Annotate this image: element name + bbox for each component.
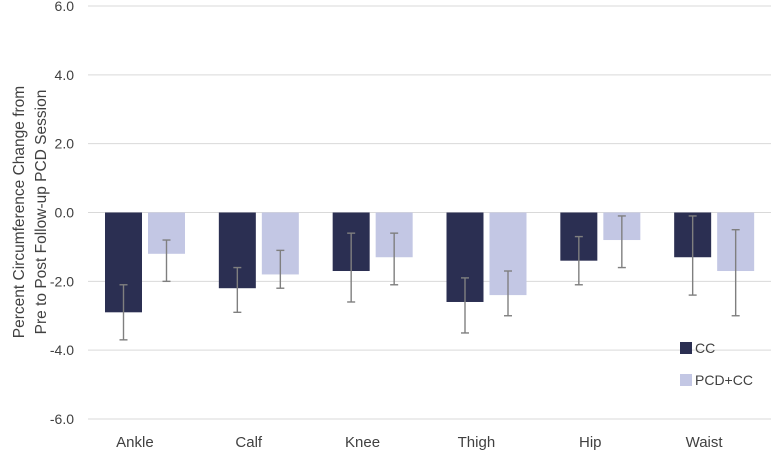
- legend-label: PCD+CC: [695, 372, 753, 388]
- y-tick-label: 4.0: [55, 67, 75, 83]
- legend-swatch: [680, 342, 692, 354]
- y-tick-label: 0.0: [55, 205, 75, 221]
- legend: CC PCD+CC: [680, 340, 753, 388]
- error-bar: [461, 277, 469, 334]
- y-axis-ticks: 6.0 4.0 2.0 0.0 -2.0 -4.0 -6.0: [50, 0, 74, 427]
- error-bar: [390, 232, 399, 286]
- error-bar: [162, 239, 171, 283]
- y-axis-label-line-2: Pre to Post Follow-up PCD Session: [33, 90, 50, 335]
- y-tick-label: -2.0: [50, 273, 74, 289]
- error-bar: [119, 284, 128, 341]
- error-bar: [731, 229, 740, 317]
- error-bar: [574, 235, 583, 286]
- error-bar: [688, 215, 697, 296]
- y-axis-label: Percent Circumference Change from Pre to…: [11, 86, 50, 338]
- error-bar: [276, 249, 285, 289]
- x-category-label: Calf: [235, 434, 263, 450]
- x-category-label: Hip: [579, 434, 602, 450]
- x-axis-categories: Ankle Calf Knee Thigh Hip Waist: [116, 434, 723, 450]
- y-tick-label: 6.0: [55, 0, 75, 14]
- error-bar: [504, 270, 512, 317]
- y-tick-label: -4.0: [50, 342, 74, 358]
- x-category-label: Thigh: [458, 434, 496, 450]
- bars: [105, 212, 755, 313]
- error-bar: [347, 232, 356, 303]
- legend-label: CC: [695, 340, 715, 356]
- legend-swatch: [680, 374, 692, 386]
- gridlines: [88, 5, 771, 420]
- y-tick-label: 2.0: [55, 136, 75, 152]
- error-bars: [119, 215, 740, 341]
- x-category-label: Knee: [345, 434, 380, 450]
- y-tick-label: -6.0: [50, 411, 74, 427]
- y-axis-label-line-1: Percent Circumference Change from: [11, 86, 28, 338]
- x-category-label: Waist: [686, 434, 724, 450]
- x-category-label: Ankle: [116, 434, 154, 450]
- error-bar: [233, 266, 242, 314]
- error-bar: [617, 215, 626, 269]
